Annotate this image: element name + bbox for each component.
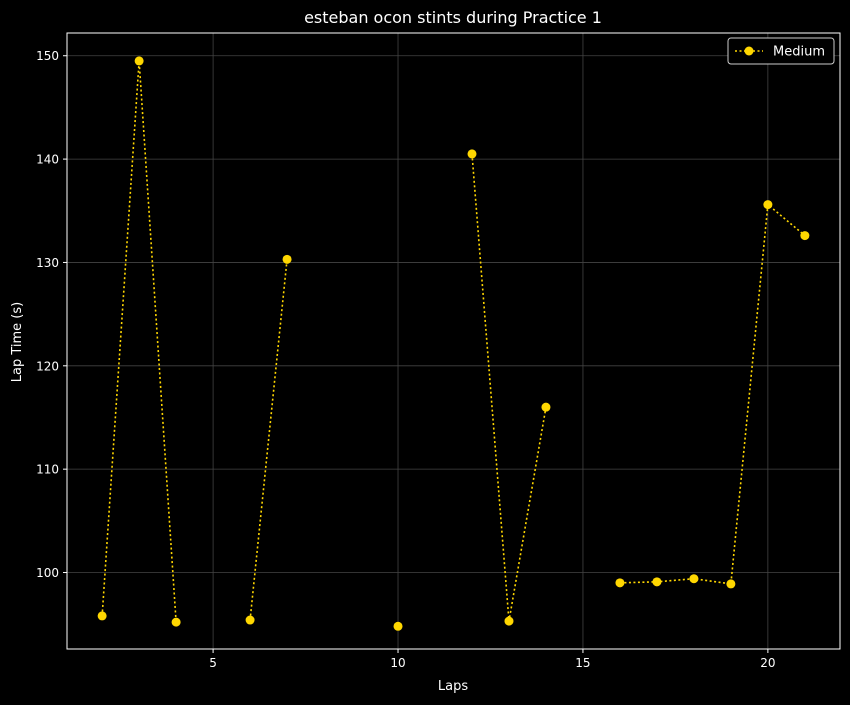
- data-point-medium: [504, 616, 514, 626]
- x-axis-label: Laps: [438, 679, 468, 694]
- data-point-medium: [726, 579, 736, 589]
- series-line-medium: [101, 60, 177, 623]
- grid-layer: [67, 33, 840, 649]
- series-layer: [97, 56, 810, 631]
- x-tick-label: 15: [575, 656, 590, 670]
- x-tick-label: 10: [390, 656, 405, 670]
- legend-marker-medium: [744, 46, 754, 56]
- data-point-medium: [134, 56, 144, 66]
- legend-label-medium: Medium: [773, 45, 825, 60]
- chart-title: esteban ocon stints during Practice 1: [304, 8, 602, 27]
- data-point-medium: [689, 574, 699, 584]
- data-point-medium: [467, 149, 477, 159]
- series-line-medium: [619, 202, 806, 585]
- y-tick-label: 110: [36, 463, 59, 477]
- data-point-medium: [245, 615, 255, 625]
- data-point-medium: [97, 611, 107, 621]
- data-point-medium: [615, 578, 625, 588]
- axis-layer: 5 10 15 20 100 110 120 130 140 150: [36, 49, 775, 670]
- legend: Medium: [727, 37, 835, 65]
- y-tick-label: 100: [36, 566, 59, 580]
- data-point-medium: [800, 231, 810, 241]
- y-tick-label: 130: [36, 256, 59, 270]
- data-point-medium: [763, 200, 773, 210]
- data-point-medium: [393, 621, 403, 631]
- y-tick-label: 150: [36, 49, 59, 63]
- x-tick-label: 5: [209, 656, 217, 670]
- plot-frame: [66, 32, 841, 650]
- data-point-medium: [282, 254, 292, 264]
- data-point-medium: [171, 617, 181, 627]
- x-tick-label: 20: [760, 656, 775, 670]
- series-line-medium: [249, 259, 288, 621]
- y-tick-label: 120: [36, 359, 59, 373]
- y-tick-label: 140: [36, 153, 59, 167]
- data-point-medium: [652, 577, 662, 587]
- legend-box: [727, 37, 835, 65]
- y-axis-label: Lap Time (s): [10, 302, 25, 382]
- data-point-medium: [541, 402, 551, 412]
